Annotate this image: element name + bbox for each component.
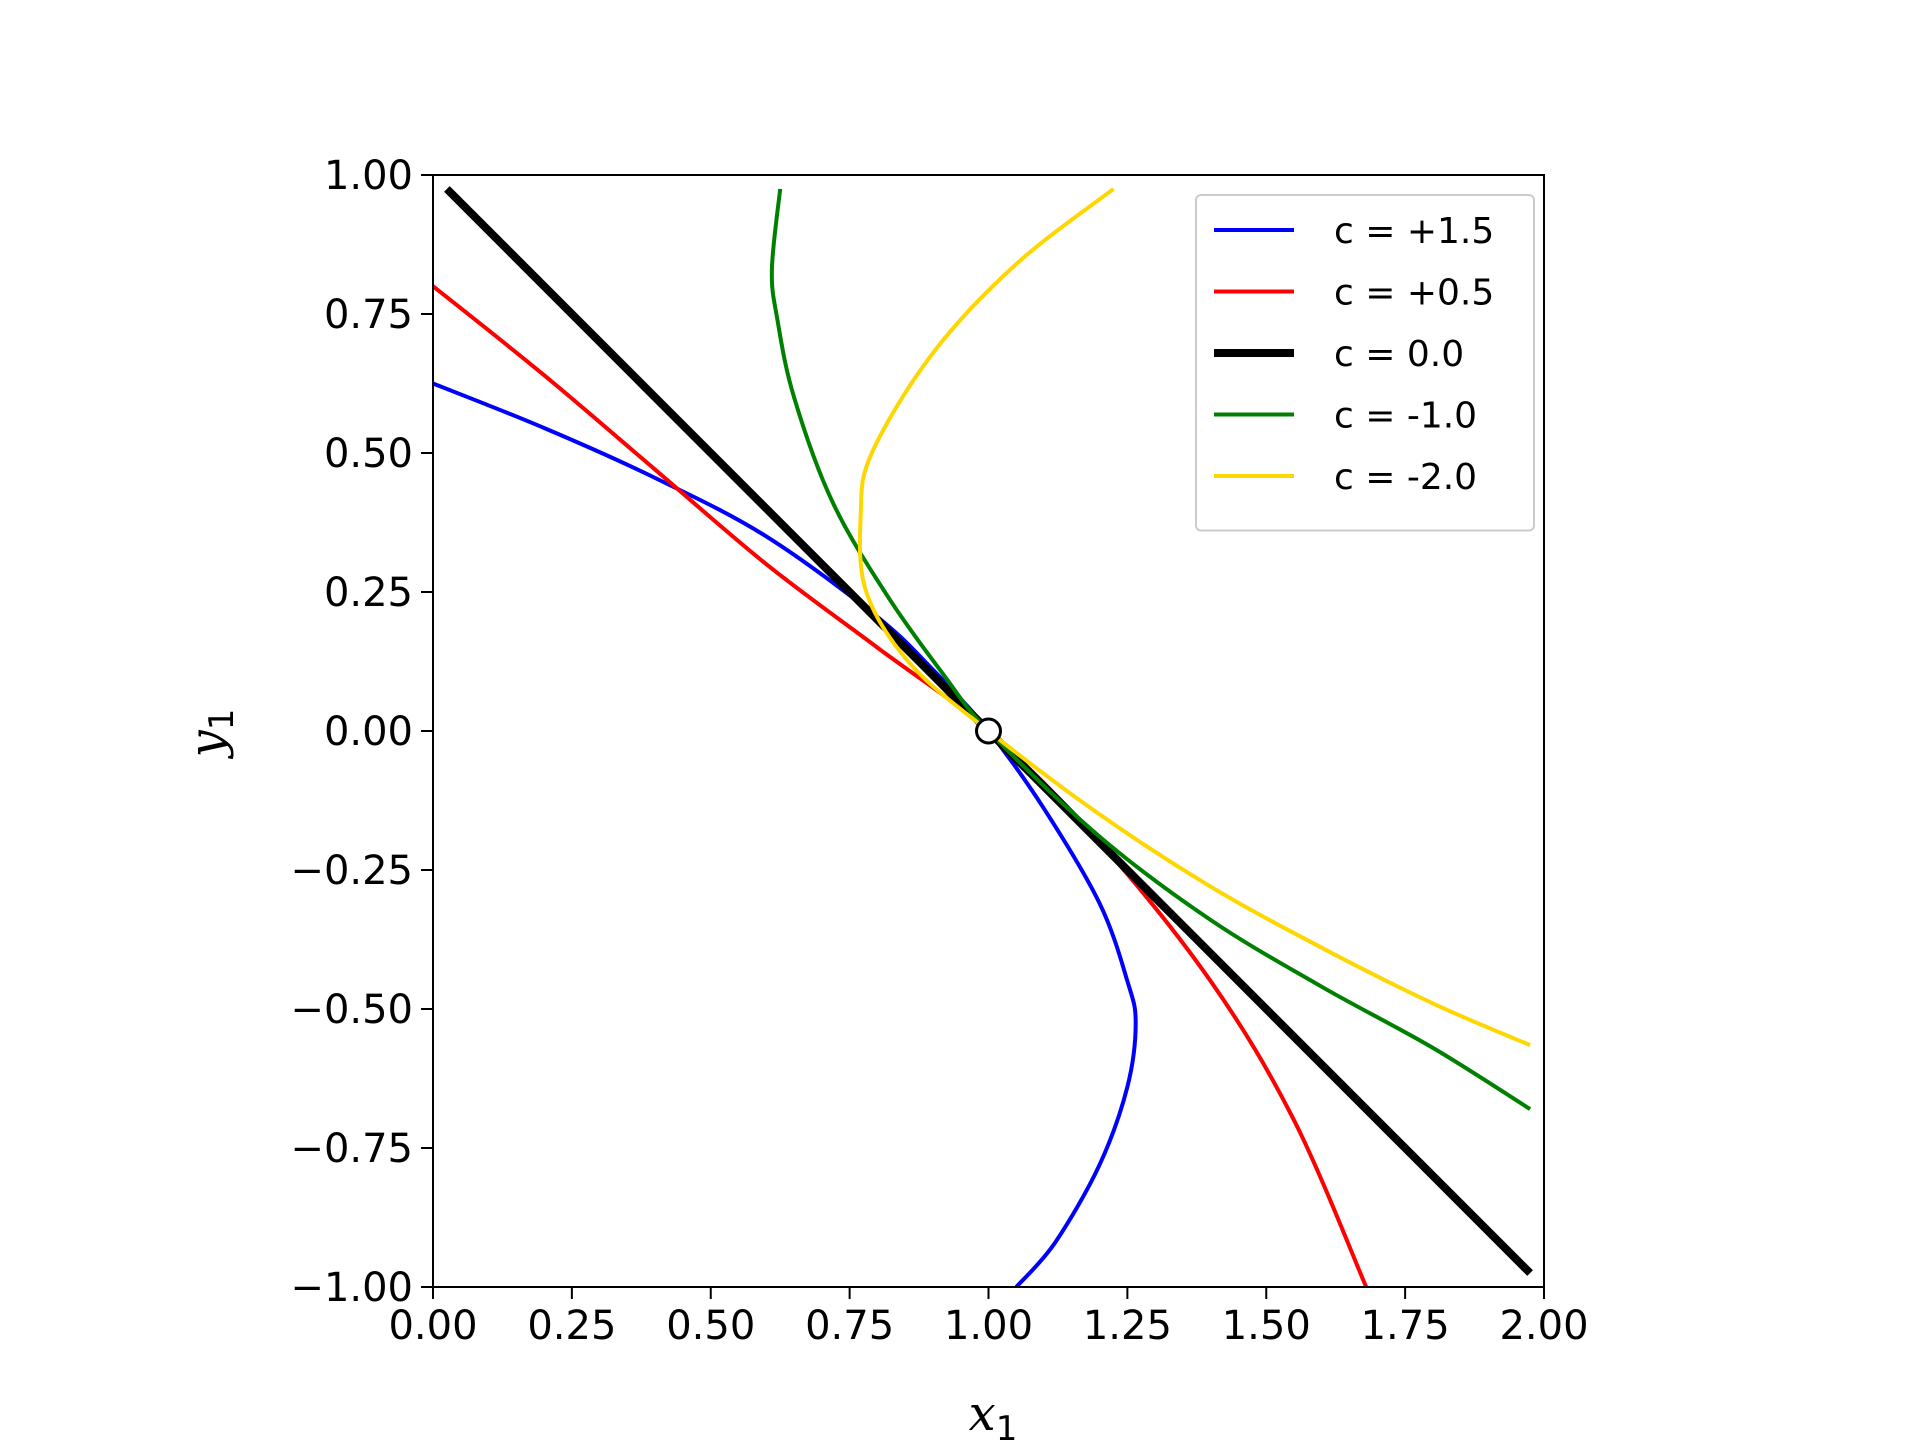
legend: c = +1.5 c = +0.5 c = 0.0 c = -1.0 c = -2.0 xyxy=(1195,194,1535,532)
y-tick-label: 0.75 xyxy=(324,292,413,338)
x-tick-label: 1.75 xyxy=(1361,1303,1450,1349)
legend-box xyxy=(1195,194,1535,532)
y-tick-label: 0.00 xyxy=(324,709,413,755)
y-tick-label: −0.25 xyxy=(290,848,413,894)
x-tick-label: 0.75 xyxy=(805,1303,894,1349)
legend-label: c = +0.5 xyxy=(1334,273,1494,314)
series-line-5 xyxy=(857,187,1531,1047)
y-tick-label: −1.00 xyxy=(290,1265,413,1311)
legend-label: c = 0.0 xyxy=(1334,334,1464,375)
x-axis-ticks: 0.00 0.25 0.50 0.75 1.00 1.25 1.50 1.75 2.00 xyxy=(388,1287,1589,1349)
x-tick-label: 0.50 xyxy=(666,1303,755,1349)
y-axis-label-subscript: 1 xyxy=(202,709,242,731)
legend-entry: c = +0.5 xyxy=(1214,273,1494,314)
x-axis-label-subscript: 1 xyxy=(996,1409,1018,1440)
x-axis-label-main: x xyxy=(969,1386,996,1440)
y-tick-label: −0.50 xyxy=(290,987,413,1033)
x-tick-label: 1.00 xyxy=(944,1303,1033,1349)
legend-entries: c = +1.5 c = +0.5 c = 0.0 c = -1.0 c = -2.0 xyxy=(1214,211,1494,498)
y-tick-label: 0.50 xyxy=(324,431,413,477)
legend-label: c = +1.5 xyxy=(1334,211,1494,252)
marker-layer xyxy=(975,717,1002,745)
legend-label: c = -2.0 xyxy=(1334,457,1477,498)
legend-entry: c = -2.0 xyxy=(1214,457,1477,498)
x-tick-label: 1.50 xyxy=(1222,1303,1311,1349)
origin-marker xyxy=(975,717,1002,745)
series-line-4 xyxy=(769,188,1532,1111)
y-tick-label: −0.75 xyxy=(290,1126,413,1172)
y-axis-label: y1 xyxy=(179,709,242,760)
x-tick-label: 1.25 xyxy=(1083,1303,1172,1349)
y-axis-ticks: 1.00 0.75 0.50 0.25 0.00 −0.25 −0.50 −0.75 −1.00 xyxy=(290,153,433,1311)
y-axis-label-main: y xyxy=(179,729,235,759)
y-tick-label: 1.00 xyxy=(324,153,413,199)
x-tick-label: 2.00 xyxy=(1499,1303,1588,1349)
legend-label: c = -1.0 xyxy=(1334,396,1477,437)
legend-entry: c = +1.5 xyxy=(1214,211,1494,252)
legend-entry: c = -1.0 xyxy=(1214,396,1477,437)
y-tick-label: 0.25 xyxy=(324,570,413,616)
x-axis-label: x1 xyxy=(969,1386,1018,1440)
series-line-1 xyxy=(433,381,1138,1287)
legend-entry: c = 0.0 xyxy=(1214,334,1464,375)
x-tick-label: 0.25 xyxy=(527,1303,616,1349)
x-tick-label: 0.00 xyxy=(388,1303,477,1349)
